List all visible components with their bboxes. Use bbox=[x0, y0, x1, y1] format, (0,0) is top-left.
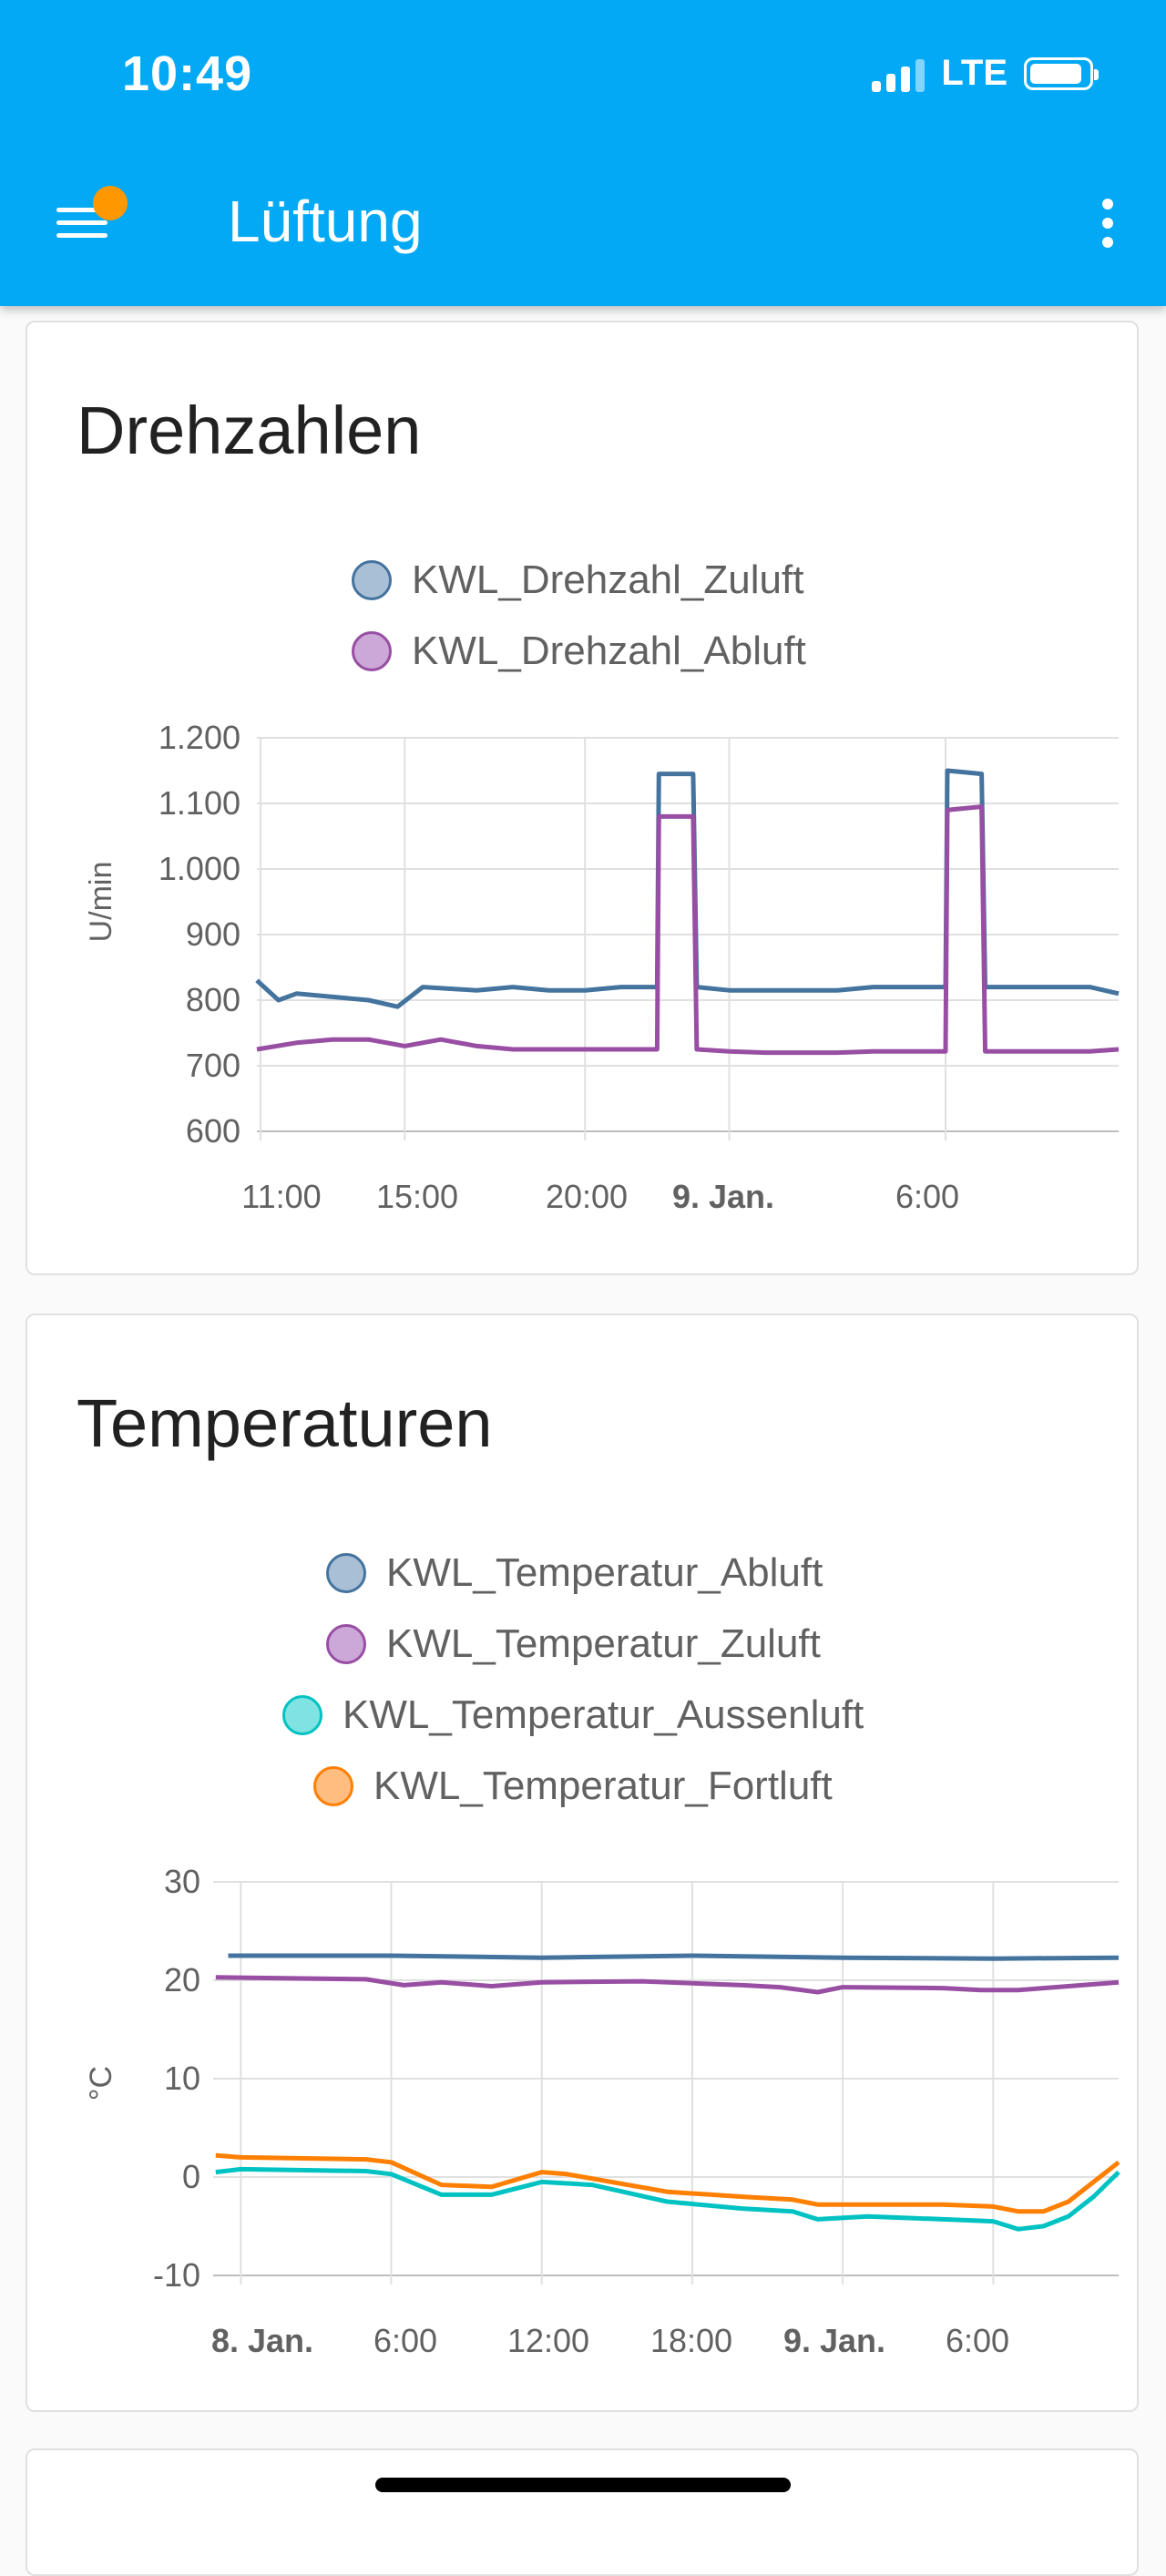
y-tick-label: 20 bbox=[164, 1961, 200, 1998]
y-tick-label: 1.000 bbox=[159, 850, 240, 887]
x-tick-label: 11:00 bbox=[241, 1178, 321, 1215]
legend-color-dot bbox=[313, 1766, 353, 1806]
series-line bbox=[228, 1953, 1120, 1961]
hamburger-menu-icon[interactable] bbox=[53, 191, 126, 255]
x-tick-label: 20:00 bbox=[546, 1178, 628, 1215]
notification-badge bbox=[93, 186, 128, 220]
x-tick-label: 18:00 bbox=[650, 2322, 732, 2359]
x-tick-label: 6:00 bbox=[895, 1178, 959, 1215]
series-line bbox=[255, 768, 1120, 1009]
app-bar: 10:49 LTE Lüftung bbox=[0, 0, 1166, 306]
card-title: Temperaturen bbox=[77, 1385, 493, 1461]
legend-item[interactable]: KWL_Drehzahl_Zuluft bbox=[352, 557, 803, 603]
y-ticks: 1.200 1.100 1.000 900 800 700 600 bbox=[159, 719, 240, 1150]
x-ticks: 11:00 15:00 20:00 9. Jan. 6:00 bbox=[241, 1178, 959, 1215]
legend-label: KWL_Temperatur_Zuluft bbox=[386, 1621, 821, 1666]
network-type: LTE bbox=[941, 53, 1007, 93]
card-drehzahlen: Drehzahlen KWL_Drehzahl_Zuluft KWL_Drehz… bbox=[26, 321, 1139, 1275]
chart-temperaturen: °C 30 20 10 0 -10 8. Jan. 6:00 12:00 18:… bbox=[84, 1863, 1120, 2359]
x-tick-label: 8. Jan. bbox=[211, 2322, 313, 2359]
series-line bbox=[215, 1975, 1120, 1995]
legend-color-dot bbox=[326, 1553, 366, 1593]
y-tick-label: 1.100 bbox=[159, 784, 240, 822]
series-line bbox=[215, 2152, 1120, 2214]
y-tick-label: 900 bbox=[186, 915, 240, 953]
y-tick-label: 30 bbox=[164, 1863, 200, 1900]
status-time: 10:49 bbox=[122, 46, 253, 101]
y-tick-label: 600 bbox=[186, 1112, 240, 1150]
legend-color-dot bbox=[326, 1624, 366, 1664]
series-lines bbox=[215, 1953, 1120, 2232]
y-axis-label: U/min bbox=[84, 862, 118, 943]
card-temperaturen: Temperaturen KWL_Temperatur_Abluft KWL_T… bbox=[26, 1314, 1139, 2412]
card-title: Drehzahlen bbox=[77, 393, 422, 468]
y-tick-label: 700 bbox=[186, 1047, 240, 1084]
grid-lines bbox=[257, 737, 1119, 1140]
x-tick-label: 6:00 bbox=[946, 2322, 1009, 2359]
legend-item[interactable]: KWL_Drehzahl_Abluft bbox=[352, 629, 806, 674]
y-tick-label: 800 bbox=[186, 981, 240, 1018]
grid-lines bbox=[213, 1881, 1119, 2285]
x-tick-label: 15:00 bbox=[376, 1178, 458, 1215]
card-next bbox=[26, 2448, 1139, 2576]
legend-color-dot bbox=[352, 560, 392, 600]
page-title: Lüftung bbox=[228, 189, 423, 254]
legend-color-dot bbox=[282, 1695, 322, 1735]
legend-label: KWL_Drehzahl_Abluft bbox=[412, 629, 806, 673]
legend-label: KWL_Temperatur_Aussenluft bbox=[343, 1692, 864, 1737]
legend-item[interactable]: KWL_Temperatur_Aussenluft bbox=[282, 1692, 864, 1738]
y-tick-label: -10 bbox=[153, 2256, 200, 2294]
x-tick-label: 9. Jan. bbox=[672, 1178, 774, 1215]
legend-item[interactable]: KWL_Temperatur_Zuluft bbox=[326, 1621, 821, 1667]
status-indicators: LTE bbox=[872, 53, 1099, 94]
y-tick-label: 0 bbox=[182, 2158, 200, 2195]
legend-item[interactable]: KWL_Temperatur_Fortluft bbox=[313, 1763, 833, 1809]
x-tick-label: 9. Jan. bbox=[783, 2322, 885, 2359]
legend-item[interactable]: KWL_Temperatur_Abluft bbox=[326, 1550, 823, 1596]
legend-color-dot bbox=[352, 631, 392, 671]
more-vert-icon[interactable] bbox=[1089, 193, 1126, 253]
y-tick-label: 1.200 bbox=[159, 719, 240, 756]
x-tick-label: 12:00 bbox=[507, 2322, 589, 2359]
legend-label: KWL_Temperatur_Fortluft bbox=[373, 1763, 833, 1808]
x-ticks: 8. Jan. 6:00 12:00 18:00 9. Jan. 6:00 bbox=[211, 2322, 1009, 2359]
y-ticks: 30 20 10 0 -10 bbox=[153, 1863, 200, 2294]
series-lines bbox=[255, 768, 1120, 1056]
battery-icon bbox=[1024, 56, 1099, 90]
chart-drehzahlen: U/min 1.200 1.100 1.000 900 800 700 600 … bbox=[84, 719, 1120, 1215]
home-indicator[interactable] bbox=[375, 2478, 791, 2492]
x-tick-label: 6:00 bbox=[373, 2322, 437, 2359]
series-line bbox=[215, 2166, 1120, 2232]
y-axis-label: °C bbox=[84, 2066, 118, 2101]
signal-icon bbox=[872, 56, 926, 92]
legend-label: KWL_Drehzahl_Zuluft bbox=[412, 557, 804, 602]
legend-label: KWL_Temperatur_Abluft bbox=[386, 1550, 823, 1595]
y-tick-label: 10 bbox=[164, 2060, 200, 2097]
series-line bbox=[256, 804, 1120, 1056]
